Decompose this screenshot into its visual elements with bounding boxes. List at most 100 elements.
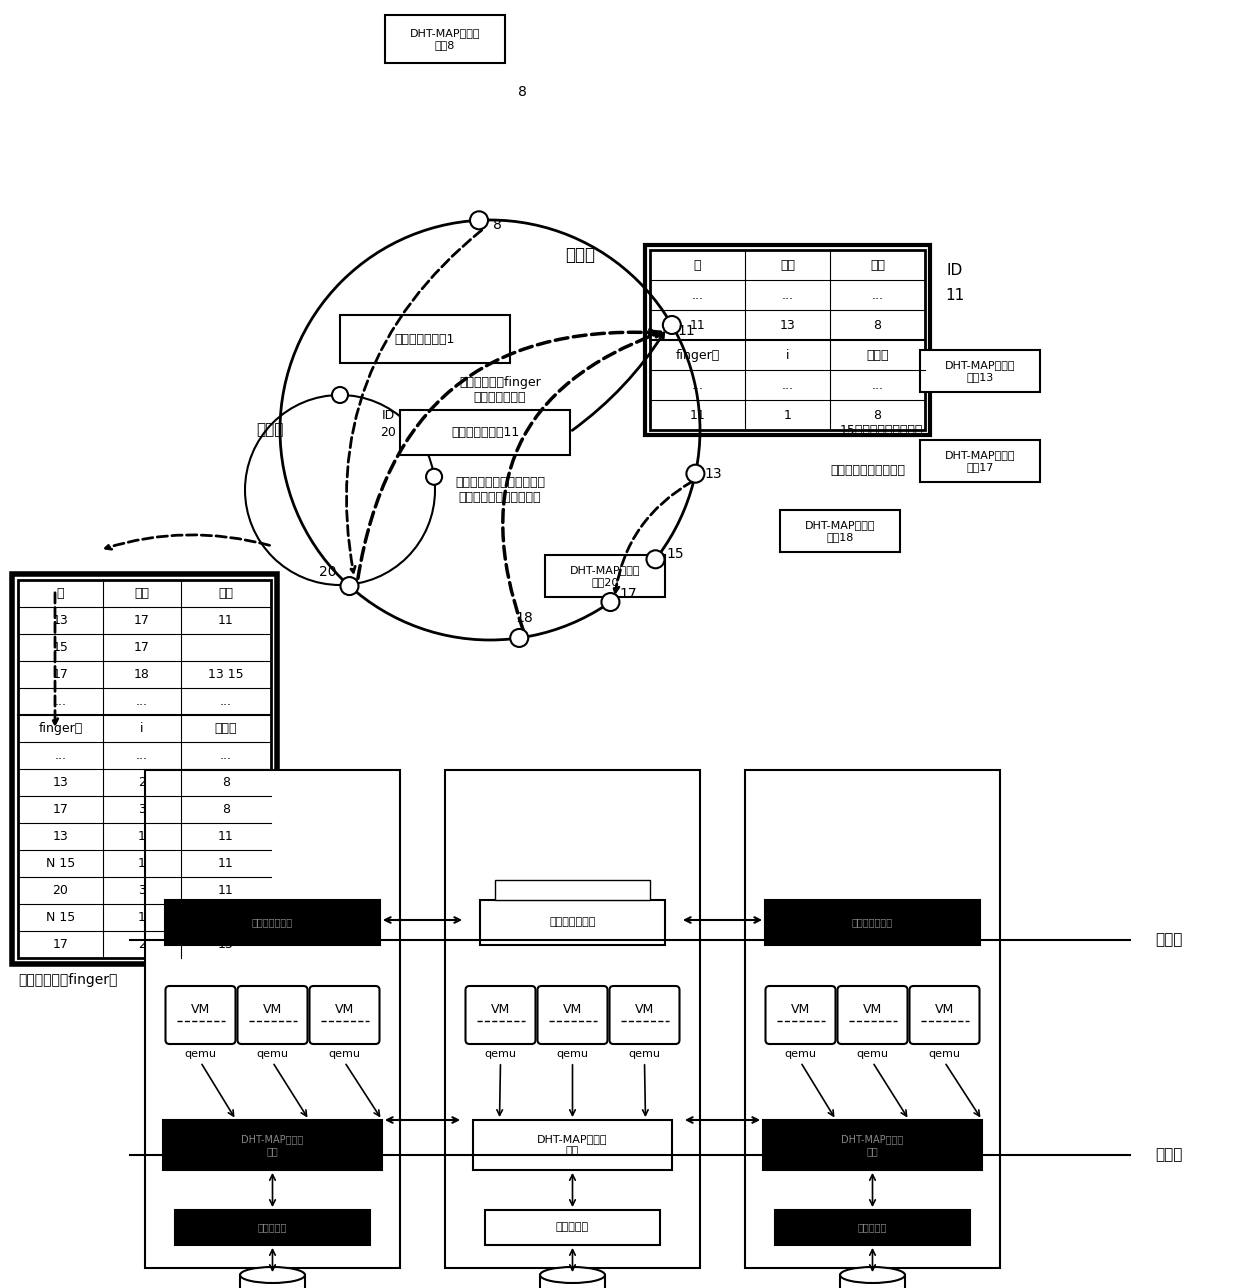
Bar [745, 770, 999, 1267]
Text: 15: 15 [667, 547, 684, 562]
FancyBboxPatch shape [610, 987, 680, 1045]
Text: VM: VM [263, 1002, 283, 1015]
FancyBboxPatch shape [310, 987, 379, 1045]
Bar [401, 410, 570, 455]
Bar [780, 510, 900, 553]
FancyBboxPatch shape [465, 987, 536, 1045]
Bar [384, 15, 505, 63]
Text: 步骤四、通告finger
路由表更新信息: 步骤四、通告finger 路由表更新信息 [459, 376, 541, 404]
Text: 键: 键 [693, 259, 702, 272]
Text: 1: 1 [784, 408, 791, 421]
Bar [175, 1209, 370, 1245]
Text: 步骤一、更改直连前驱: 步骤一、更改直连前驱 [830, 464, 905, 477]
Text: 20: 20 [319, 565, 336, 580]
Circle shape [332, 386, 348, 403]
Bar [340, 316, 510, 363]
Text: 前驱: 前驱 [870, 259, 885, 272]
Text: qemu: qemu [185, 1048, 217, 1059]
Text: 17: 17 [52, 802, 68, 817]
Text: DHT-MAP映射服
务器: DHT-MAP映射服 务器 [537, 1135, 608, 1155]
Text: qemu: qemu [857, 1048, 889, 1059]
Text: 超级环: 超级环 [565, 246, 595, 264]
Text: 15加入存储与分发系统: 15加入存储与分发系统 [839, 424, 924, 437]
Text: VM: VM [335, 1002, 355, 1015]
Text: 17: 17 [134, 614, 150, 627]
Circle shape [470, 211, 489, 229]
Text: 镜像管理器: 镜像管理器 [258, 1222, 288, 1233]
Text: 11: 11 [218, 614, 234, 627]
Text: 17: 17 [52, 668, 68, 681]
Text: ID: ID [382, 408, 394, 421]
Text: 13: 13 [52, 614, 68, 627]
Text: ...: ... [136, 696, 148, 708]
Text: 13: 13 [52, 829, 68, 844]
Text: 1: 1 [138, 829, 146, 844]
Text: i: i [140, 723, 144, 735]
Text: 1: 1 [138, 857, 146, 869]
FancyBboxPatch shape [537, 987, 608, 1045]
Bar [546, 555, 665, 598]
Text: DHT-MAP映射服
务器: DHT-MAP映射服 务器 [842, 1135, 904, 1155]
Text: qemu: qemu [485, 1048, 517, 1059]
Text: 8: 8 [222, 775, 229, 790]
Text: 11: 11 [218, 829, 234, 844]
Text: 本地环: 本地环 [257, 422, 284, 438]
Text: 13: 13 [52, 775, 68, 790]
Text: N 15: N 15 [46, 857, 76, 869]
Circle shape [510, 629, 528, 647]
Text: 17: 17 [134, 641, 150, 654]
Text: qemu: qemu [785, 1048, 816, 1059]
Text: 11: 11 [677, 325, 694, 337]
Text: 集群管理服务器: 集群管理服务器 [252, 917, 293, 927]
Text: 超级环: 超级环 [1154, 933, 1183, 948]
Text: DHT-MAP映射服
务器18: DHT-MAP映射服 务器18 [805, 520, 875, 542]
Text: qemu: qemu [557, 1048, 589, 1059]
Text: VM: VM [791, 1002, 810, 1015]
Text: qemu: qemu [629, 1048, 661, 1059]
Circle shape [427, 469, 443, 484]
FancyBboxPatch shape [765, 987, 836, 1045]
Text: 11: 11 [218, 857, 234, 869]
Bar [495, 880, 650, 900]
Text: 本地环: 本地环 [1154, 1148, 1183, 1163]
Ellipse shape [539, 1267, 605, 1283]
Text: 键: 键 [57, 587, 64, 600]
Text: ...: ... [55, 750, 67, 762]
Text: qemu: qemu [257, 1048, 289, 1059]
Text: 11: 11 [218, 884, 234, 896]
Text: VM: VM [563, 1002, 582, 1015]
Bar [480, 900, 665, 945]
Bar [472, 1121, 672, 1170]
Text: 步骤二、向集群管理服务器
构成的超级节点报告变更: 步骤二、向集群管理服务器 构成的超级节点报告变更 [455, 477, 546, 504]
Text: 3: 3 [138, 802, 146, 817]
Text: 17: 17 [52, 938, 68, 951]
Text: finger表: finger表 [676, 349, 719, 362]
Text: 对象管理器: 对象管理器 [556, 1222, 589, 1233]
Text: 前驱: 前驱 [218, 587, 233, 600]
Text: 步骤三、更新finger表: 步骤三、更新finger表 [19, 972, 118, 987]
Text: ID: ID [947, 263, 963, 277]
Text: 18: 18 [516, 611, 533, 625]
Text: 8: 8 [222, 802, 229, 817]
Text: 13: 13 [218, 938, 234, 951]
Text: 3: 3 [138, 884, 146, 896]
Circle shape [663, 316, 681, 334]
Text: 20: 20 [381, 425, 396, 438]
Text: 8: 8 [517, 85, 527, 99]
Text: ...: ... [692, 379, 703, 392]
Text: 8: 8 [873, 408, 882, 421]
Text: VM: VM [863, 1002, 882, 1015]
Text: DHT-MAP映射服
务器20: DHT-MAP映射服 务器20 [569, 565, 640, 587]
Bar [539, 1275, 605, 1288]
Text: 后继: 后继 [780, 259, 795, 272]
Text: 13: 13 [218, 911, 234, 923]
Text: ...: ... [781, 379, 794, 392]
FancyBboxPatch shape [165, 987, 236, 1045]
Text: 2: 2 [138, 938, 146, 951]
Bar [165, 900, 379, 945]
Text: 1: 1 [138, 911, 146, 923]
Text: ...: ... [55, 696, 67, 708]
Bar [145, 770, 401, 1267]
Bar [763, 1121, 982, 1170]
Bar [645, 245, 930, 435]
